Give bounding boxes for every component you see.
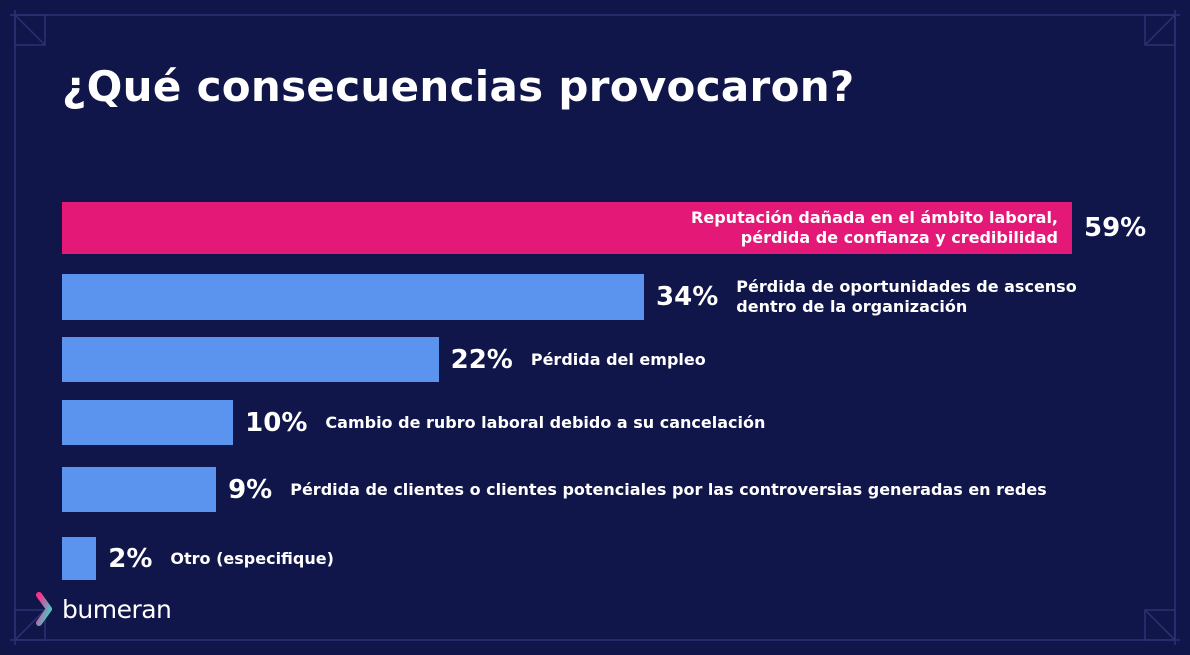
bumeran-logo-icon bbox=[36, 592, 52, 626]
value-label-1: 59% bbox=[1084, 213, 1147, 243]
category-label-6: Otro (especifique) bbox=[170, 548, 334, 568]
category-label-2: Pérdida de oportunidades de ascenso dentr… bbox=[736, 277, 1077, 316]
value-label-3: 22% bbox=[450, 344, 513, 375]
category-label-1: Reputación dañada en el ámbito laboral, p… bbox=[691, 208, 1058, 247]
category-label-5: Pérdida de clientes o clientes potencial… bbox=[290, 479, 1047, 499]
category-label-4: Cambio de rubro laboral debido a su canc… bbox=[325, 412, 766, 432]
category-label-3: Pérdida del empleo bbox=[530, 349, 706, 369]
bar-6 bbox=[62, 537, 97, 580]
value-label-2: 34% bbox=[656, 282, 719, 312]
bumeran-logo: bumeran bbox=[36, 592, 172, 626]
value-label-5: 9% bbox=[228, 474, 273, 505]
bar-4 bbox=[62, 400, 234, 445]
bar-5 bbox=[62, 467, 217, 512]
brand-name: bumeran bbox=[62, 594, 172, 624]
chart-title: ¿Qué consecuencias provocaron? bbox=[62, 62, 855, 111]
value-label-4: 10% bbox=[245, 407, 308, 438]
value-label-6: 2% bbox=[108, 543, 153, 574]
bar-1 bbox=[62, 202, 1072, 254]
bar-2 bbox=[62, 274, 645, 320]
bar-3 bbox=[62, 337, 439, 382]
